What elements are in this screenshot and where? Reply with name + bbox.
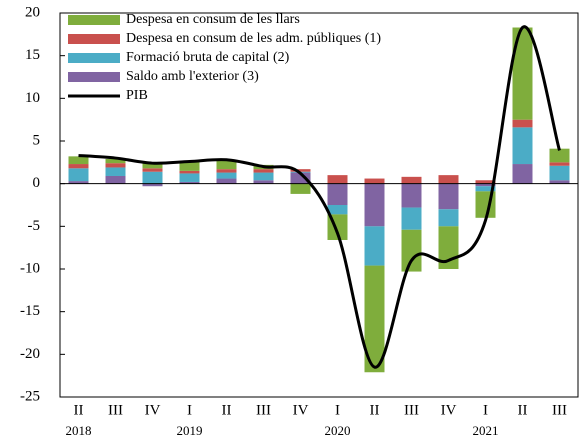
legend-label: Despesa en consum de les llars [126, 12, 300, 27]
bar-segment [364, 183, 385, 227]
bar-segment [105, 175, 126, 184]
bar-segment [68, 168, 89, 182]
bar-segment [327, 175, 348, 184]
bar-segment [475, 183, 496, 187]
bar-segment [68, 164, 89, 169]
bar-segment [179, 173, 200, 182]
x-tick-label: IV [293, 402, 309, 418]
bar-segment [216, 160, 237, 170]
x-tick-label: IV [145, 402, 161, 418]
bar-segment [401, 229, 422, 272]
bar-segment [68, 156, 89, 165]
x-tick-label: IV [441, 402, 457, 418]
bar-segment [216, 178, 237, 184]
x-tick-label: I [187, 402, 192, 418]
bar-segment [142, 168, 163, 172]
bar-segment [401, 183, 422, 208]
legend-swatch [68, 53, 120, 63]
bar-segment [364, 226, 385, 266]
x-tick-label: I [335, 402, 340, 418]
x-tick-label: III [552, 402, 567, 418]
bar-segment [290, 169, 311, 172]
y-tick-label: -25 [20, 388, 40, 404]
x-tick-label: II [222, 402, 232, 418]
bar-segment [68, 181, 89, 184]
bar-segment [179, 170, 200, 174]
x-tick-label: I [483, 402, 488, 418]
legend-label: Formació bruta de capital (2) [126, 50, 290, 65]
bar-segment [290, 172, 311, 184]
x-tick-label: III [404, 402, 419, 418]
legend-swatch [68, 34, 120, 44]
bar-segment [401, 207, 422, 230]
bar-segment [438, 175, 459, 184]
bar-segment [438, 183, 459, 210]
bar-segment [290, 183, 311, 194]
x-tick-label: II [518, 402, 528, 418]
bar-segment [142, 183, 163, 187]
bar-segment [253, 180, 274, 184]
y-tick-label: 10 [25, 90, 40, 106]
y-tick-label: 5 [33, 132, 41, 148]
y-tick-label: -5 [28, 218, 41, 234]
bar-segment [179, 181, 200, 184]
y-tick-label: -15 [20, 303, 40, 319]
y-tick-label: 0 [33, 175, 41, 191]
pib-line [78, 25, 561, 369]
bar-segment [438, 209, 459, 227]
bar-segment [401, 176, 422, 184]
y-tick-label: 15 [25, 47, 40, 63]
bar-segment [512, 27, 533, 120]
legend-label: PIB [126, 88, 148, 103]
bar-segment [549, 148, 570, 163]
year-label: 2018 [66, 423, 92, 438]
plot-frame [59, 12, 579, 398]
bar-segment [142, 163, 163, 169]
bar-segment [475, 186, 496, 192]
y-tick-label: 20 [25, 4, 40, 20]
year-label: 2021 [473, 423, 499, 438]
bar-segment [105, 158, 126, 164]
bar-segment [512, 119, 533, 128]
y-tick-label: -10 [20, 260, 40, 276]
bar-segment [253, 172, 274, 181]
bar-segment [475, 180, 496, 184]
year-label: 2019 [177, 423, 203, 438]
x-tick-label: III [108, 402, 123, 418]
legend-label: Despesa en consum de les adm. públiques … [126, 31, 381, 46]
bar-segment [364, 265, 385, 373]
x-tick-label: II [74, 402, 84, 418]
x-tick-label: III [256, 402, 271, 418]
year-label: 2020 [325, 423, 351, 438]
bar-segment [549, 165, 570, 181]
bar-segment [216, 169, 237, 173]
bar-segment [512, 127, 533, 165]
bar-segment [142, 171, 163, 184]
bar-segment [105, 163, 126, 168]
bar-segment [216, 172, 237, 179]
legend-swatch [68, 15, 120, 25]
bar-segment [327, 205, 348, 215]
bar-segment [549, 180, 570, 184]
y-tick-label: -20 [20, 346, 40, 362]
bar-segment [327, 183, 348, 205]
legend-swatch [68, 72, 120, 82]
bar-segment [105, 167, 126, 176]
x-tick-label: II [370, 402, 380, 418]
bar-segment [253, 169, 274, 173]
bar-segment [364, 178, 385, 184]
bar-segment [549, 162, 570, 166]
bar-segment [179, 161, 200, 171]
legend-label: Saldo amb l'exterior (3) [126, 69, 259, 84]
bar-segment [512, 164, 533, 184]
